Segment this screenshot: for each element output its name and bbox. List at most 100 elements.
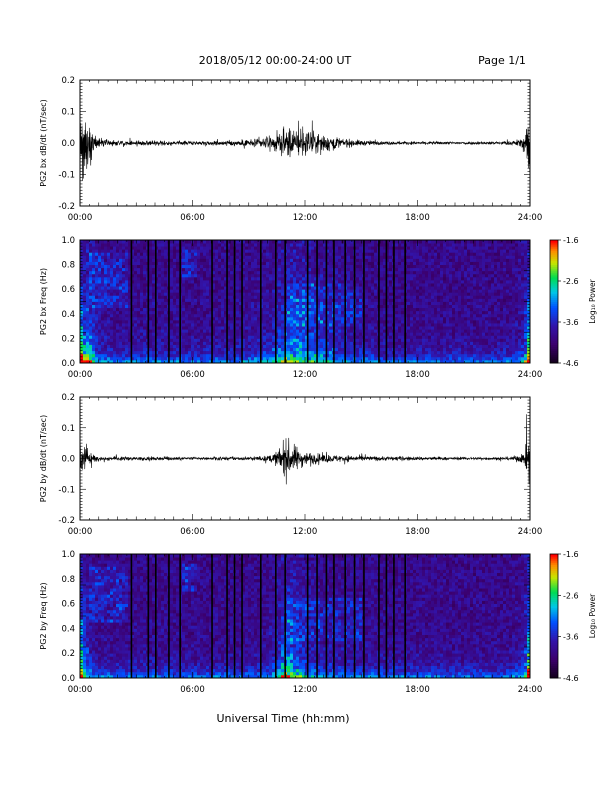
spectrogram-cell	[434, 240, 438, 244]
spectrogram-cell	[413, 307, 417, 312]
spectrogram-cell	[218, 347, 222, 352]
spectrogram-cell	[98, 301, 102, 305]
spectrogram-cell	[149, 316, 153, 321]
spectrogram-cell	[173, 316, 177, 321]
spectrogram-cell	[308, 329, 312, 333]
spectrogram-cell	[92, 243, 96, 247]
spectrogram-cell	[185, 276, 189, 281]
spectrogram-cell	[230, 273, 234, 278]
spectrogram-cell	[200, 264, 204, 269]
spectrogram-cell	[101, 316, 105, 321]
spectrogram-cell	[209, 319, 213, 324]
spectrogram-cell	[152, 270, 156, 275]
spectrogram-cell	[242, 332, 246, 336]
spectrogram-cell	[83, 252, 87, 256]
spectrogram-cell	[239, 304, 243, 309]
spectrogram-cell	[380, 298, 384, 302]
spectrogram-cell	[320, 283, 324, 287]
spectrogram-cell	[254, 249, 258, 253]
spectrogram-cell	[434, 332, 438, 336]
spectrogram-cell	[290, 332, 294, 336]
spectrogram-cell	[395, 316, 399, 321]
spectrogram-cell	[275, 267, 279, 272]
spectrogram-cell	[113, 332, 117, 336]
spectrogram-cell	[149, 249, 153, 253]
spectrogram-cell	[431, 261, 435, 265]
spectrogram-cell	[293, 258, 297, 262]
spectrogram-cell	[242, 292, 246, 296]
spectrogram-cell	[104, 350, 108, 355]
spectrogram-cell	[299, 350, 303, 355]
spectrogram-cell	[374, 313, 378, 318]
spectrogram-cell	[116, 304, 120, 309]
spectrogram-cell	[116, 350, 120, 355]
spectrogram-cell	[371, 304, 375, 309]
spectrogram-cell	[230, 289, 234, 293]
spectrogram-cell	[425, 295, 429, 299]
spectrogram-cell	[341, 286, 345, 290]
spectrogram-cell	[209, 304, 213, 309]
spectrogram-cell	[278, 301, 282, 305]
spectrogram-cell	[416, 246, 420, 250]
spectrogram-cell	[185, 252, 189, 256]
spectrogram-cell	[170, 240, 174, 244]
spectrogram-cell	[98, 313, 102, 318]
spectrogram-cell	[254, 326, 258, 330]
spectrogram-cell	[161, 319, 165, 324]
spectrogram-cell	[116, 341, 120, 345]
spectrogram-cell	[281, 246, 285, 250]
spectrogram-cell	[143, 261, 147, 265]
spectrogram-cell	[221, 359, 225, 364]
spectrogram-cell	[137, 341, 141, 345]
spectrogram-cell	[359, 255, 363, 259]
spectrogram-cell	[212, 332, 216, 336]
spectrogram-cell	[278, 307, 282, 312]
spectrogram-cell	[269, 243, 273, 247]
spectrogram-cell	[224, 258, 228, 262]
spectrogram-cell	[149, 301, 153, 305]
spectrogram-cell	[302, 350, 306, 355]
spectrogram-cell	[281, 267, 285, 272]
spectrogram-cell	[143, 273, 147, 278]
spectrogram-cell	[221, 319, 225, 324]
spectrogram-cell	[185, 267, 189, 272]
spectrogram-cell	[401, 255, 405, 259]
spectrogram-cell	[230, 246, 234, 250]
spectrogram-cell	[302, 276, 306, 281]
spectrogram-cell	[254, 267, 258, 272]
spectrogram-cell	[290, 341, 294, 345]
spectrogram-cell	[260, 267, 264, 272]
spectrogram-cell	[380, 323, 384, 327]
spectrogram-cell	[116, 255, 120, 259]
spectrogram-cell	[137, 255, 141, 259]
spectrogram-cell	[257, 335, 261, 339]
spectrogram-cell	[374, 298, 378, 302]
spectrogram-cell	[80, 332, 84, 336]
spectrogram-cell	[293, 286, 297, 290]
spectrogram-cell	[149, 276, 153, 281]
spectrogram-cell	[335, 344, 339, 349]
spectrogram-cell	[371, 323, 375, 327]
spectrogram-cell	[410, 279, 414, 284]
spectrogram-cell	[122, 353, 126, 358]
spectrogram-cell	[425, 298, 429, 302]
spectrogram-cell	[365, 319, 369, 324]
spectrogram-cell	[104, 255, 108, 259]
spectrogram-cell	[254, 350, 258, 355]
spectrogram-cell	[185, 304, 189, 309]
spectrogram-cell	[365, 292, 369, 296]
spectrogram-cell	[248, 258, 252, 262]
spectrogram-cell	[188, 344, 192, 349]
spectrogram-cell	[305, 338, 309, 342]
spectrogram-cell	[272, 286, 276, 290]
spectrogram-cell	[113, 344, 117, 349]
spectrogram-cell	[350, 264, 354, 269]
spectrogram-cell	[272, 313, 276, 318]
spectrogram-cell	[131, 264, 135, 269]
spectrogram-cell	[92, 240, 96, 244]
spectrogram-cell	[149, 286, 153, 290]
spectrogram-cell	[191, 350, 195, 355]
spectrogram-cell	[248, 246, 252, 250]
spectrogram-cell	[224, 264, 228, 269]
spectrogram-cell	[191, 304, 195, 309]
